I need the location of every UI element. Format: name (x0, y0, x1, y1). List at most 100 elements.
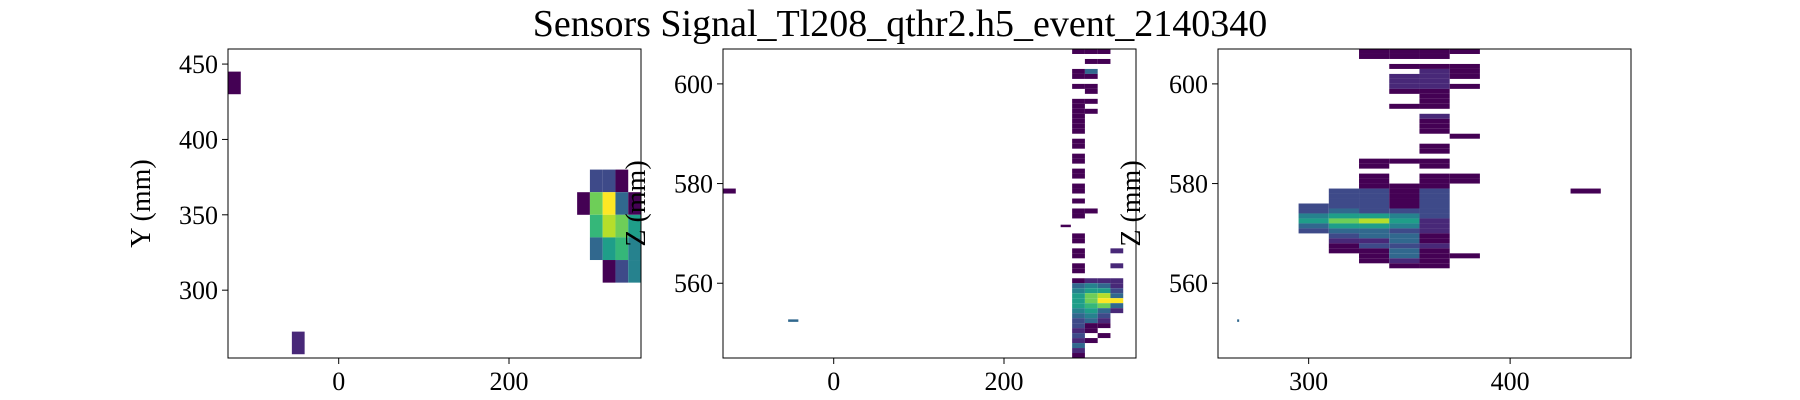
heatmap-cell (1389, 258, 1420, 264)
heatmap-cell (1328, 243, 1360, 249)
heatmap-cell (1328, 193, 1360, 199)
heatmap-cell (1072, 333, 1085, 339)
heatmap-cell (1419, 128, 1450, 134)
heatmap-cell (1359, 233, 1390, 239)
heatmap-cell (1097, 313, 1111, 319)
heatmap-cell (1110, 248, 1124, 254)
heatmap-cell (1072, 248, 1085, 254)
heatmap-cell (1097, 288, 1111, 294)
y-tick-label: 400 (179, 125, 218, 154)
heatmap-cell (1389, 73, 1420, 79)
heatmap-cell (1084, 283, 1098, 289)
heatmap-cell (589, 169, 603, 193)
heatmap-cell (1084, 308, 1098, 314)
axes-frame (227, 48, 642, 359)
heatmap-cell (1419, 63, 1450, 69)
y-tick-label: 580 (674, 170, 713, 199)
heatmap-cell (602, 169, 616, 193)
heatmap-cell (1084, 98, 1098, 104)
y-tick-label: 600 (674, 70, 713, 99)
heatmap-cell (1110, 298, 1124, 304)
heatmap-cell (589, 237, 603, 261)
heatmap-cell (1449, 253, 1480, 259)
heatmap-cell (1419, 73, 1450, 79)
heatmap-cell (1298, 203, 1329, 209)
heatmap-cell (1389, 213, 1420, 219)
heatmap-cell (1419, 178, 1450, 184)
heatmap-cell (1389, 103, 1420, 109)
panel-2: 0 200 560 580 600 Z (mm) (621, 48, 1137, 396)
heatmap-cell (1389, 83, 1420, 89)
heatmap-cell (1072, 83, 1085, 89)
heatmap-cell (1449, 68, 1480, 74)
heatmap-cell (1072, 183, 1085, 189)
heatmap-cell (1084, 49, 1098, 54)
heatmap-cell (1110, 278, 1124, 284)
panel-1: 0 200 300 350 400 450 Y (mm) (126, 48, 642, 396)
heatmap-cell (1328, 248, 1360, 254)
chart-title: Sensors Signal_Tl208_qthr2.h5_event_2140… (533, 3, 1268, 45)
heatmap-cell (1084, 208, 1098, 214)
heatmap-cell (602, 214, 616, 238)
axes-frame (1217, 48, 1632, 359)
heatmap-cell (1359, 193, 1390, 199)
heatmap-cell (1072, 233, 1085, 239)
heatmap-cell (1328, 198, 1360, 204)
heatmap-cell (1328, 223, 1360, 229)
heatmap-cell (1328, 233, 1360, 239)
heatmap-cell (1359, 53, 1390, 59)
heatmap-cell (1419, 83, 1450, 89)
x-tick-label: 400 (1491, 367, 1530, 396)
heatmap-cell (1419, 123, 1450, 129)
heatmap-cell (1097, 298, 1111, 304)
y-tick-label: 300 (179, 276, 218, 305)
heatmap-cell (1359, 243, 1390, 249)
heatmap-cell (1359, 203, 1390, 209)
heatmap-cell (1419, 158, 1450, 164)
heatmap-cell (1328, 238, 1360, 244)
heatmap-cell (1389, 223, 1420, 229)
heatmap-cell (1110, 263, 1124, 269)
heatmap-cell (1084, 88, 1098, 94)
heatmap-cell (1328, 218, 1360, 224)
y-tick-label: 560 (1169, 269, 1208, 298)
heatmap-cell (1072, 73, 1085, 79)
y-axis-label: Y (mm) (126, 159, 157, 247)
y-tick-label: 600 (1169, 70, 1208, 99)
x-tick-label: 300 (1289, 367, 1328, 396)
heatmap-cell (1084, 323, 1098, 329)
heatmap-cell (1072, 238, 1085, 244)
heatmap-cell (1419, 238, 1450, 244)
heatmap-cell (1359, 173, 1390, 179)
heatmap-cell (1389, 63, 1420, 69)
x-tick-label: 0 (827, 367, 840, 396)
heatmap-cell (1072, 318, 1085, 324)
heatmap-cell (1419, 253, 1450, 259)
heatmap-cell (1084, 313, 1098, 319)
heatmap-cell (1072, 108, 1085, 114)
heatmap-cell (1449, 178, 1480, 184)
heatmap-cell (1419, 163, 1450, 169)
heatmap-cell (1097, 283, 1111, 289)
heatmap-cell (1449, 133, 1480, 139)
heatmap-cell (1419, 198, 1450, 204)
heatmap-cell (1328, 213, 1360, 219)
heatmap-cell (1060, 224, 1071, 228)
x-tick-label: 200 (490, 367, 529, 396)
heatmap-cell (1359, 208, 1390, 214)
heatmap-cell (1072, 293, 1085, 299)
heatmap-cell (1449, 63, 1480, 69)
heatmap-cell (1072, 323, 1085, 329)
y-tick-label: 560 (674, 269, 713, 298)
heatmap-cell (788, 319, 799, 322)
heatmap-cell (1072, 68, 1085, 74)
heatmap-cell (1328, 208, 1360, 214)
y-tick-label: 350 (179, 201, 218, 230)
heatmap-cell (615, 169, 629, 193)
heatmap-cell (1389, 198, 1420, 204)
heatmap-cell (1419, 228, 1450, 234)
heatmap-cell (1084, 288, 1098, 294)
heatmap-cell (1359, 238, 1390, 244)
heatmap-cell (1072, 263, 1085, 269)
